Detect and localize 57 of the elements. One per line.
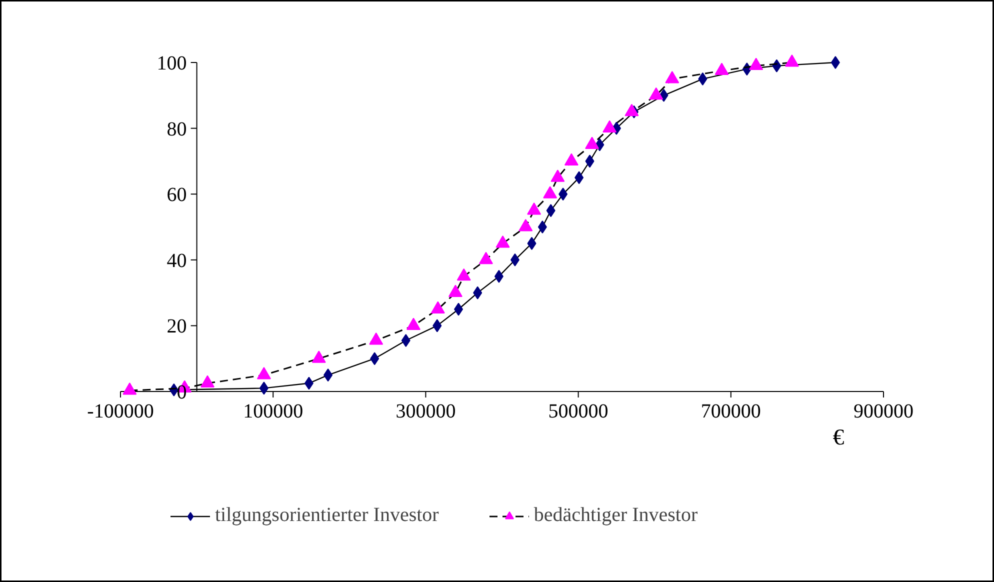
x-tick-label: -100000: [87, 400, 154, 422]
y-tick-label: 60: [166, 184, 187, 206]
point: [585, 136, 600, 150]
point: [256, 367, 271, 380]
point: [518, 218, 533, 232]
point: [200, 375, 214, 388]
point: [830, 56, 840, 69]
point: [406, 318, 420, 330]
point: [478, 252, 493, 264]
point: [527, 202, 542, 215]
point: [784, 54, 799, 67]
point: [558, 188, 568, 201]
y-tick-label: 40: [166, 250, 187, 272]
point: [304, 376, 314, 390]
point: [714, 62, 729, 75]
point: [454, 302, 464, 316]
point: [473, 286, 482, 300]
point: [564, 153, 578, 166]
y-tick-label: 20: [166, 316, 187, 338]
point: [698, 72, 708, 86]
point: [456, 268, 471, 281]
x-tick-label: 300000: [396, 400, 456, 422]
point: [324, 368, 333, 382]
point: [659, 88, 668, 102]
point: [546, 204, 556, 218]
point: [494, 270, 504, 283]
point: [624, 104, 639, 116]
x-tick-label: 900000: [854, 400, 914, 422]
x-tick-label: 500000: [548, 400, 608, 422]
y-tick-label: 100: [156, 52, 187, 74]
legend-label: tilgungsorientierter Investor: [215, 504, 439, 527]
x-tick-label: 100000: [243, 400, 304, 422]
point: [527, 236, 536, 250]
point: [574, 171, 584, 184]
point: [749, 58, 764, 70]
point: [312, 350, 326, 363]
point: [496, 235, 510, 248]
point: [432, 319, 442, 332]
point: [430, 301, 445, 314]
point: [259, 382, 268, 395]
legend-label: bedächtiger Investor: [534, 504, 698, 527]
point: [370, 352, 380, 366]
point: [602, 120, 617, 133]
point: [550, 170, 565, 182]
point: [585, 154, 594, 168]
point: [665, 70, 680, 84]
y-tick-label: 80: [166, 118, 187, 140]
point: [122, 382, 137, 395]
point: [543, 186, 558, 198]
point: [369, 332, 384, 345]
point: [649, 87, 664, 100]
point: [538, 220, 547, 234]
x-axis-title: €: [832, 424, 844, 450]
point: [448, 284, 462, 298]
point: [401, 334, 410, 348]
x-tick-label: 700000: [700, 400, 761, 422]
point: [510, 253, 520, 266]
